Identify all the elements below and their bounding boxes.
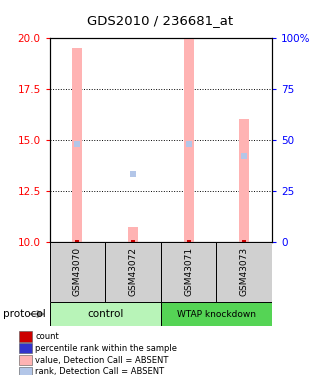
Bar [239,119,249,242]
Bar [72,48,83,242]
Bar [105,242,161,302]
Bar [19,355,32,365]
Text: protocol: protocol [3,309,46,319]
Text: GSM43072: GSM43072 [129,248,138,296]
Bar [50,242,105,302]
Bar [19,343,32,353]
Bar [19,332,32,342]
Text: GSM43073: GSM43073 [240,248,249,296]
Bar [161,242,216,302]
Text: GDS2010 / 236681_at: GDS2010 / 236681_at [87,14,233,27]
Text: GSM43070: GSM43070 [73,248,82,296]
Text: WTAP knockdown: WTAP knockdown [177,310,256,319]
Bar [50,302,161,326]
Bar [161,302,272,326]
Bar [216,242,272,302]
Text: count: count [35,332,59,341]
Text: value, Detection Call = ABSENT: value, Detection Call = ABSENT [35,356,169,364]
Bar [19,367,32,375]
Bar [184,38,194,242]
Text: rank, Detection Call = ABSENT: rank, Detection Call = ABSENT [35,367,164,375]
Text: control: control [87,309,124,319]
Text: GSM43071: GSM43071 [184,248,193,296]
Bar [128,226,138,242]
Text: percentile rank within the sample: percentile rank within the sample [35,344,177,353]
